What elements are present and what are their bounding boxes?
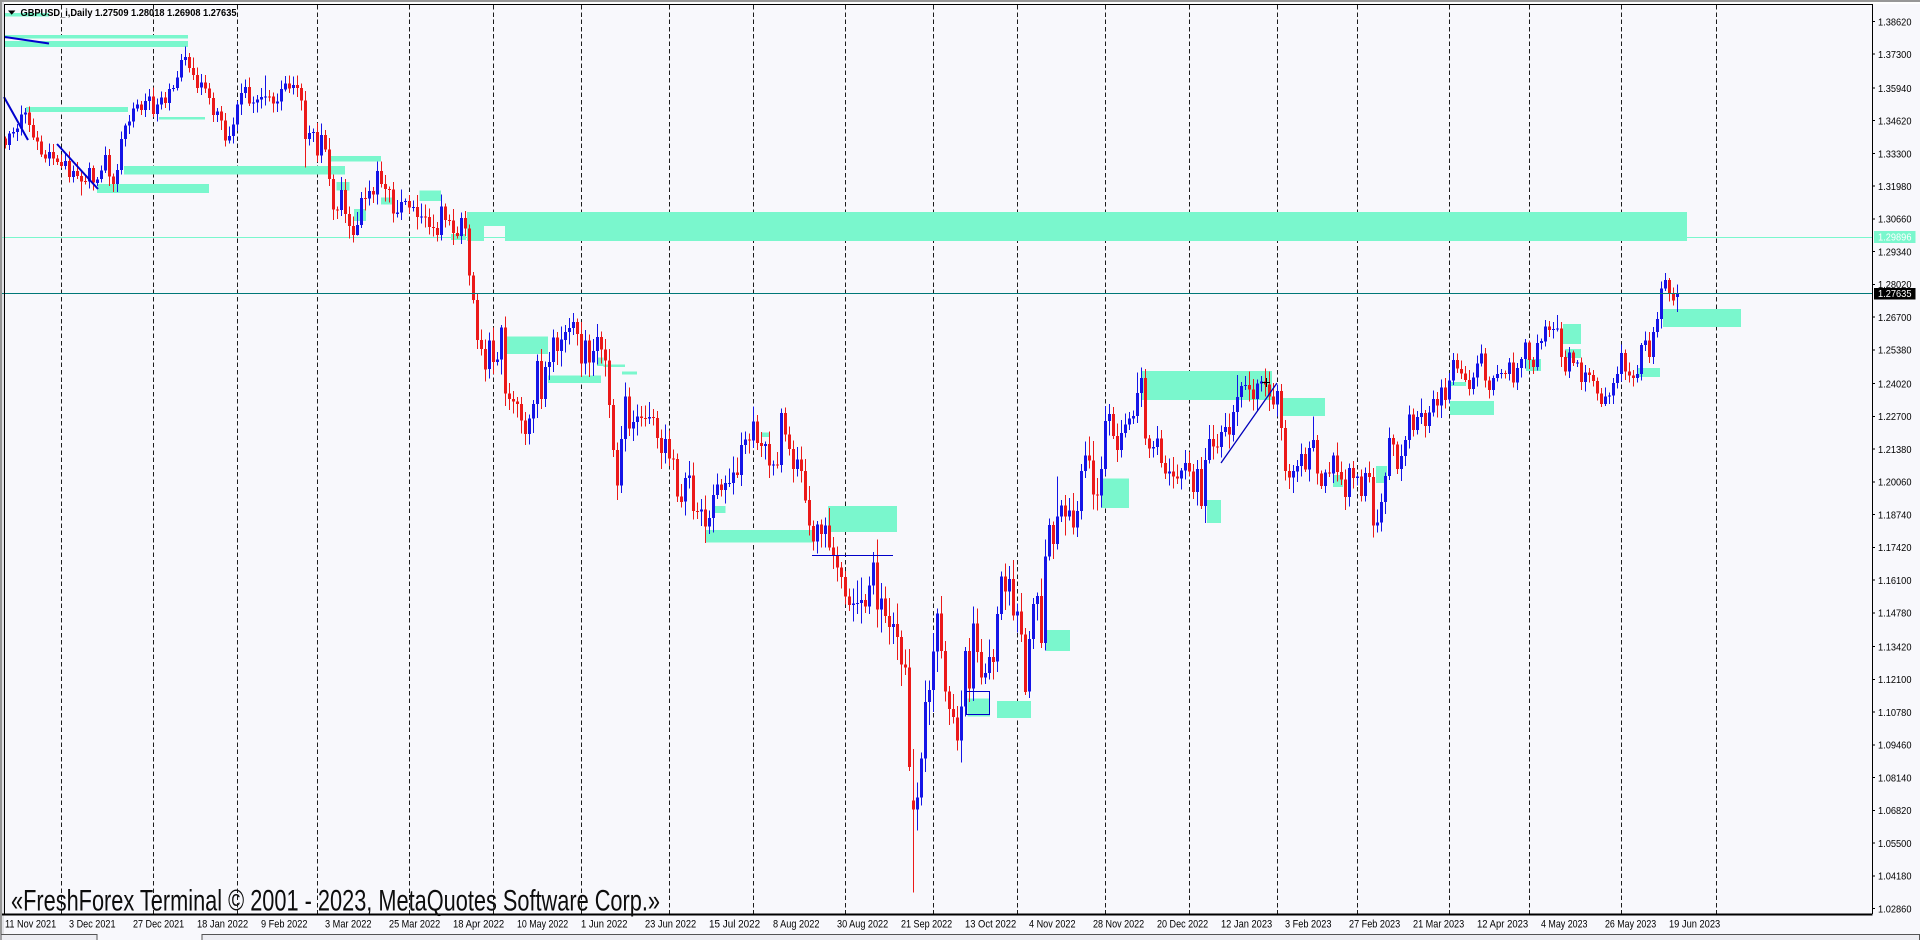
svg-text:27 Dec 2021: 27 Dec 2021: [133, 919, 184, 931]
svg-text:1.37300: 1.37300: [1878, 49, 1912, 61]
svg-text:11 Nov 2021: 11 Nov 2021: [5, 919, 56, 931]
svg-text:3 Feb 2023: 3 Feb 2023: [1285, 919, 1332, 931]
svg-text:1.29340: 1.29340: [1878, 247, 1912, 259]
svg-text:21 Mar 2023: 21 Mar 2023: [1413, 919, 1464, 931]
svg-text:1.08140: 1.08140: [1878, 772, 1912, 784]
svg-text:1.35940: 1.35940: [1878, 83, 1912, 95]
svg-text:1.31980: 1.31980: [1878, 181, 1912, 193]
svg-text:18 Jan 2022: 18 Jan 2022: [197, 919, 248, 931]
svg-text:10 May 2022: 10 May 2022: [517, 919, 568, 931]
svg-text:1.06820: 1.06820: [1878, 805, 1912, 817]
svg-text:1.27635: 1.27635: [1878, 288, 1912, 300]
svg-text:23 Jun 2022: 23 Jun 2022: [645, 919, 696, 931]
svg-text:1.30660: 1.30660: [1878, 214, 1912, 226]
svg-text:1.38620: 1.38620: [1878, 16, 1912, 28]
svg-text:«FreshForex Terminal © 2001 -: «FreshForex Terminal © 2001 - 2023, Meta…: [11, 885, 660, 918]
svg-text:28 Nov 2022: 28 Nov 2022: [1093, 919, 1144, 931]
svg-text:1.24020: 1.24020: [1878, 379, 1912, 391]
svg-text:1.29896: 1.29896: [1878, 232, 1912, 244]
svg-text:1.09460: 1.09460: [1878, 740, 1912, 752]
svg-text:30 Aug 2022: 30 Aug 2022: [837, 919, 888, 931]
svg-text:21 Sep 2022: 21 Sep 2022: [901, 919, 952, 931]
svg-text:1.04180: 1.04180: [1878, 871, 1912, 883]
svg-text:12 Apr 2023: 12 Apr 2023: [1477, 919, 1528, 931]
svg-text:1.25380: 1.25380: [1878, 345, 1912, 357]
svg-text:1.34620: 1.34620: [1878, 116, 1912, 128]
svg-text:4 May 2023: 4 May 2023: [1541, 919, 1588, 931]
svg-text:25 Mar 2022: 25 Mar 2022: [389, 919, 440, 931]
svg-text:1.10780: 1.10780: [1878, 707, 1912, 719]
svg-text:1.21380: 1.21380: [1878, 444, 1912, 456]
svg-text:13 Oct 2022: 13 Oct 2022: [965, 919, 1016, 931]
svg-text:4 Nov 2022: 4 Nov 2022: [1029, 919, 1076, 931]
svg-text:3 Dec 2021: 3 Dec 2021: [69, 919, 116, 931]
svg-text:1.05500: 1.05500: [1878, 838, 1912, 850]
svg-text:1.26700: 1.26700: [1878, 312, 1912, 324]
svg-text:1.33300: 1.33300: [1878, 148, 1912, 160]
svg-text:19 Jun 2023: 19 Jun 2023: [1669, 919, 1720, 931]
svg-text:1.02860: 1.02860: [1878, 903, 1912, 915]
svg-text:9 Feb 2022: 9 Feb 2022: [261, 919, 308, 931]
svg-text:18 Apr 2022: 18 Apr 2022: [453, 919, 504, 931]
svg-text:1.20060: 1.20060: [1878, 477, 1912, 489]
svg-text:15 Jul 2022: 15 Jul 2022: [709, 919, 760, 931]
svg-text:1 Jun 2022: 1 Jun 2022: [581, 919, 628, 931]
svg-text:8 Aug 2022: 8 Aug 2022: [773, 919, 820, 931]
svg-text:27 Feb 2023: 27 Feb 2023: [1349, 919, 1400, 931]
svg-text:1.13420: 1.13420: [1878, 641, 1912, 653]
svg-text:26 May 2023: 26 May 2023: [1605, 919, 1656, 931]
svg-text:1.17420: 1.17420: [1878, 542, 1912, 554]
svg-text:1.16100: 1.16100: [1878, 575, 1912, 587]
svg-text:20 Dec 2022: 20 Dec 2022: [1157, 919, 1208, 931]
svg-text:3 Mar 2022: 3 Mar 2022: [325, 919, 372, 931]
svg-text:1.12100: 1.12100: [1878, 674, 1912, 686]
svg-text:GBPUSD_i,Daily 1.27509 1.2801: GBPUSD_i,Daily 1.27509 1.28018 1.26908 1…: [21, 7, 237, 19]
svg-text:1.14780: 1.14780: [1878, 608, 1912, 620]
svg-text:1.22700: 1.22700: [1878, 411, 1912, 423]
svg-text:12 Jan 2023: 12 Jan 2023: [1221, 919, 1272, 931]
svg-text:1.18740: 1.18740: [1878, 509, 1912, 521]
